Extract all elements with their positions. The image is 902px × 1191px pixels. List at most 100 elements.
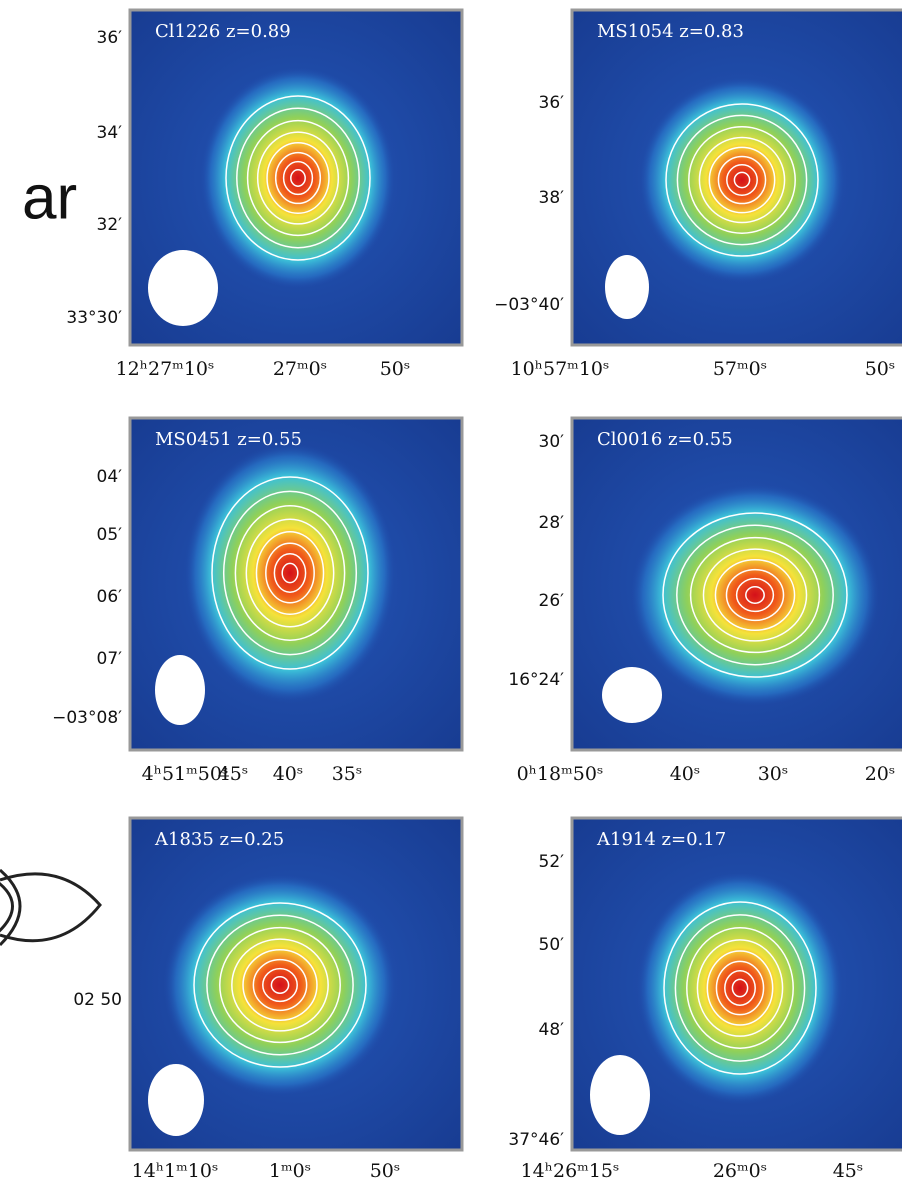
contour xyxy=(270,976,290,994)
map-image xyxy=(130,10,462,345)
y-axis-label: 36′ xyxy=(539,93,565,113)
contour xyxy=(689,536,821,654)
x-axis-label: 50ˢ xyxy=(380,358,411,380)
map-panel: A1835 z=0.25 02 50 14ʰ1ᵐ10ˢ 1ᵐ0ˢ 50ˢ xyxy=(73,816,464,1182)
eye-sketch xyxy=(0,868,102,947)
x-axis-label: 40ˢ xyxy=(273,763,304,785)
map-panel: A1914 z=0.17 52′ 50′ 48′ 37°46′ 14ʰ26ᵐ15ˢ 26ᵐ0… xyxy=(508,816,902,1182)
map-panel: Cl1226 z=0.89 36′ 34′ 32′ 33°30′ 12ʰ27ᵐ10ˢ 27ᵐ… xyxy=(66,8,464,380)
y-axis-label: 30′ xyxy=(539,432,565,452)
panel-title: A1835 z=0.25 xyxy=(154,829,284,850)
signal-blob xyxy=(163,874,397,1096)
panel-title: Cl0016 z=0.55 xyxy=(597,429,733,450)
panel-frame xyxy=(570,416,902,752)
contour xyxy=(234,505,346,641)
panel-frame xyxy=(128,8,464,347)
contour xyxy=(252,958,308,1012)
map-panel: MS1054 z=0.83 36′ 38′ −03°40′ 10ʰ57ᵐ10ˢ 57ᵐ0ˢ… xyxy=(494,8,902,380)
panel-frame xyxy=(570,8,902,347)
x-axis-label: 4ʰ51ᵐ50ˢ xyxy=(142,763,229,785)
x-axis-label: 1ᵐ0ˢ xyxy=(269,1160,311,1182)
contour xyxy=(708,146,776,214)
x-axis-label: 57ᵐ0ˢ xyxy=(713,358,767,380)
contour xyxy=(193,902,367,1068)
contour xyxy=(225,95,371,261)
contour xyxy=(266,141,330,215)
x-axis-label: 14ʰ1ᵐ10ˢ xyxy=(132,1160,219,1182)
contour xyxy=(715,960,765,1016)
map-image xyxy=(572,418,902,750)
contour xyxy=(256,131,340,225)
signal-blob xyxy=(184,443,396,703)
contour xyxy=(726,164,758,196)
map-image xyxy=(130,818,462,1150)
panel-frame xyxy=(128,816,464,1152)
x-axis-label: 14ʰ26ᵐ15ˢ xyxy=(521,1160,620,1182)
signal-blob xyxy=(200,67,396,289)
beam xyxy=(148,1064,204,1136)
panel-title: Cl1226 z=0.89 xyxy=(155,21,291,42)
beam xyxy=(602,667,662,723)
x-axis-label: 45ˢ xyxy=(218,763,249,785)
y-axis-label: 37°46′ xyxy=(508,1130,564,1150)
panel-frame xyxy=(570,816,902,1152)
contour xyxy=(686,927,794,1049)
contour xyxy=(698,136,786,224)
y-axis-label: −03°08′ xyxy=(52,708,122,728)
contour xyxy=(262,967,298,1003)
contour xyxy=(717,155,767,205)
map-panel: MS0451 z=0.55 04′ 05′ 06′ 07′ −03°08′ 4ʰ51ᵐ50ˢ… xyxy=(52,416,464,785)
contour xyxy=(706,950,774,1026)
x-axis-label: 27ᵐ0ˢ xyxy=(273,358,327,380)
contour xyxy=(676,524,834,666)
contour xyxy=(735,577,775,613)
slide-text-fragment: ar xyxy=(22,163,77,232)
contour xyxy=(725,568,785,622)
panel-title: MS0451 z=0.55 xyxy=(155,429,302,450)
y-axis-label: 02 50 xyxy=(73,990,122,1010)
contour xyxy=(282,160,314,196)
contour xyxy=(662,512,848,678)
y-axis-label: 33°30′ xyxy=(66,308,122,328)
signal-blob xyxy=(637,871,843,1105)
contour xyxy=(731,978,749,998)
y-axis-label: 34′ xyxy=(97,123,123,143)
contour xyxy=(242,948,318,1022)
contour xyxy=(246,119,350,237)
contour xyxy=(245,518,335,628)
contour xyxy=(696,939,784,1037)
y-axis-label: 05′ xyxy=(97,525,123,545)
contour xyxy=(211,476,369,670)
x-axis-label: 0ʰ18ᵐ50ˢ xyxy=(517,763,604,785)
x-axis-label: 45ˢ xyxy=(833,1160,864,1182)
signal-blob xyxy=(630,484,880,706)
map-image xyxy=(572,10,902,345)
y-axis-label: 48′ xyxy=(539,1020,565,1040)
contour xyxy=(281,562,299,584)
x-axis-label: 26ᵐ0ˢ xyxy=(713,1160,767,1182)
y-axis-label: 36′ xyxy=(97,28,123,48)
contour xyxy=(255,530,325,616)
contour xyxy=(724,970,756,1006)
y-axis-label: 04′ xyxy=(97,467,123,487)
x-axis-label: 12ʰ27ᵐ10ˢ xyxy=(116,358,215,380)
contour xyxy=(222,490,358,656)
contour xyxy=(674,914,806,1062)
panel-title: MS1054 z=0.83 xyxy=(597,21,744,42)
map-panel: Cl0016 z=0.55 30′ 28′ 26′ 16°24′ 0ʰ18ᵐ50ˢ 40ˢ 3… xyxy=(508,416,902,785)
beam xyxy=(605,255,649,319)
panel-frame xyxy=(128,416,464,752)
y-axis-label: 38′ xyxy=(539,188,565,208)
panel-title: A1914 z=0.17 xyxy=(596,829,726,850)
x-axis-label: 10ʰ57ᵐ10ˢ xyxy=(511,358,610,380)
contour xyxy=(676,114,808,246)
y-axis-label: 52′ xyxy=(539,852,565,872)
y-axis-label: 07′ xyxy=(97,649,123,669)
x-axis-label: 50ˢ xyxy=(865,358,896,380)
contour xyxy=(688,126,796,234)
contour xyxy=(231,938,329,1032)
contour xyxy=(206,914,354,1056)
contour xyxy=(236,107,360,249)
contour xyxy=(714,558,796,632)
